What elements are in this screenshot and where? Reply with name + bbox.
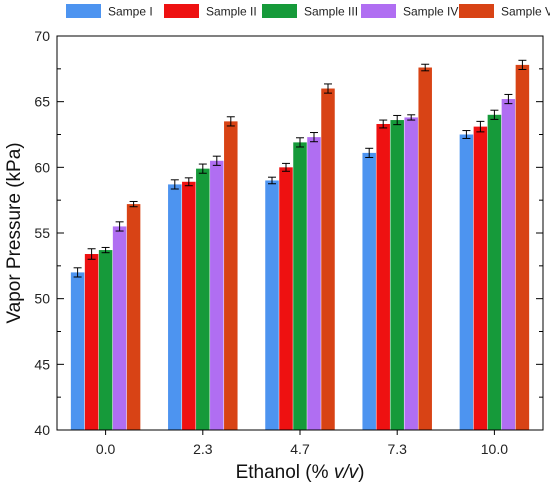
bar <box>307 137 321 431</box>
legend-swatch <box>262 4 297 18</box>
bar <box>487 114 502 431</box>
bar <box>84 254 99 430</box>
legend-swatch <box>164 4 199 18</box>
bar <box>501 99 516 430</box>
x-axis-title-unit: v/v <box>334 462 360 483</box>
y-tick-label: 55 <box>34 225 50 241</box>
x-tick-label: 2.3 <box>193 441 213 457</box>
y-axis-title: Vapor Pressure (kPa) <box>4 142 25 323</box>
bar <box>459 134 474 430</box>
bar <box>265 180 279 430</box>
legend-label: Sampe I <box>108 5 153 19</box>
legend-swatch <box>361 4 396 18</box>
y-tick-label: 70 <box>34 28 50 44</box>
y-tick-label: 45 <box>34 356 50 372</box>
x-tick-label: 0.0 <box>96 441 116 457</box>
bar <box>126 204 141 430</box>
bar <box>473 126 488 431</box>
y-tick-label: 65 <box>34 94 50 110</box>
bar <box>293 142 307 430</box>
x-tick-label: 10.0 <box>481 441 508 457</box>
bar <box>182 181 196 430</box>
bars-layer <box>70 59 530 431</box>
y-tick-label: 50 <box>34 291 50 307</box>
y-tick-label: 40 <box>34 422 50 438</box>
bar <box>362 152 376 431</box>
bar <box>196 168 210 430</box>
bar <box>224 121 238 430</box>
bar <box>515 64 530 430</box>
legend: Sampe I Sample II Sample III Sample IV Sampl… <box>66 4 550 19</box>
bar <box>279 167 293 431</box>
bar <box>70 272 85 430</box>
axes-layer: 40 45 50 55 60 65 70 0.0 2.3 4.7 7.3 10.0 <box>34 28 543 457</box>
legend-label: Sample II <box>206 5 257 19</box>
bar <box>404 117 418 430</box>
bar <box>210 160 224 430</box>
bar <box>112 226 127 430</box>
legend-label: Sample III <box>304 5 358 19</box>
bar <box>418 67 432 431</box>
x-axis-title-suffix: ) <box>358 462 364 483</box>
bar <box>390 120 404 430</box>
bar <box>168 184 182 430</box>
bar <box>98 250 113 430</box>
x-axis-title-prefix: Ethanol (% <box>236 462 334 483</box>
y-tick-label: 60 <box>34 159 50 175</box>
legend-label: Sample V <box>501 5 550 19</box>
bar <box>321 88 335 431</box>
legend-label: Sample IV <box>403 5 458 19</box>
x-tick-label: 4.7 <box>290 441 310 457</box>
x-axis-title: Ethanol (% v/v) <box>236 462 365 483</box>
bar <box>376 123 390 430</box>
legend-swatch <box>459 4 494 18</box>
x-tick-label: 7.3 <box>387 441 407 457</box>
legend-swatch <box>66 4 101 18</box>
